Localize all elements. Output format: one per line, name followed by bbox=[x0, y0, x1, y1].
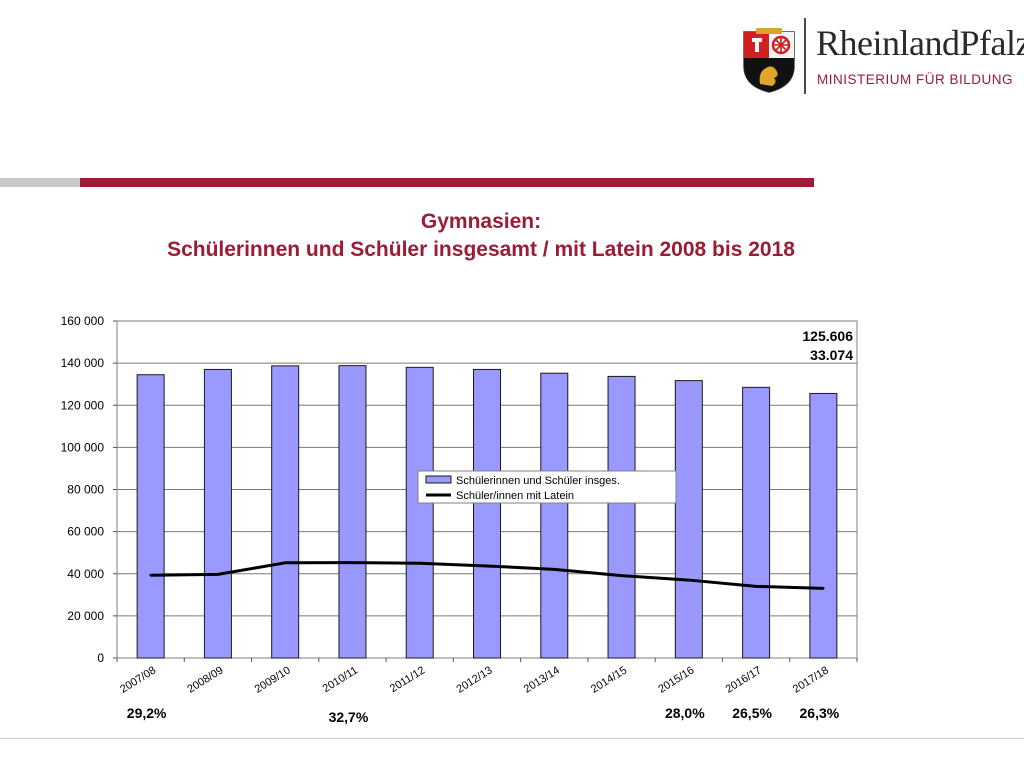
x-tick-label: 2012/13 bbox=[455, 664, 495, 695]
y-tick-label: 160 000 bbox=[61, 314, 105, 328]
bar bbox=[338, 365, 367, 659]
bar bbox=[607, 375, 636, 659]
latin-point bbox=[283, 561, 287, 564]
y-tick-label: 20 000 bbox=[67, 609, 104, 623]
bar bbox=[473, 368, 501, 659]
percent-label: 28,0% bbox=[665, 705, 705, 721]
percent-label: 26,3% bbox=[800, 705, 840, 721]
latin-point bbox=[687, 578, 691, 582]
x-tick-label: 2014/15 bbox=[589, 664, 629, 695]
x-tick-label: 2011/12 bbox=[388, 664, 427, 695]
y-tick-label: 40 000 bbox=[67, 567, 104, 581]
percent-label: 26,5% bbox=[732, 705, 772, 721]
bar bbox=[742, 386, 771, 659]
x-tick-label: 2017/18 bbox=[791, 664, 831, 695]
x-tick-label: 2013/14 bbox=[522, 664, 562, 695]
logo-divider bbox=[804, 18, 806, 94]
latin-point bbox=[418, 562, 421, 565]
bottom-rule bbox=[0, 738, 1024, 739]
latin-point bbox=[216, 573, 220, 576]
title-line-1: Gymnasien: bbox=[420, 210, 542, 233]
ministry-name: MINISTERIUM FÜR BILDUNG bbox=[817, 72, 1014, 87]
bar bbox=[540, 372, 569, 659]
latin-point bbox=[485, 564, 489, 568]
bar bbox=[405, 366, 434, 659]
y-tick-label: 100 000 bbox=[61, 440, 105, 454]
annotation-latin: 33.074 bbox=[810, 347, 853, 363]
brand-name: RheinlandPfalz bbox=[816, 23, 1024, 63]
y-tick-label: 140 000 bbox=[61, 356, 105, 370]
x-tick-label: 2010/11 bbox=[321, 664, 360, 695]
x-tick-label: 2015/16 bbox=[656, 664, 696, 695]
x-tick-label: 2007/08 bbox=[118, 664, 158, 695]
percent-label: 29,2% bbox=[127, 705, 167, 721]
x-tick-label: 2016/17 bbox=[724, 664, 764, 695]
latin-point bbox=[553, 568, 556, 571]
x-tick-label: 2009/10 bbox=[253, 664, 293, 695]
chart: 0 20 000 40 000 60 000 80 000 100 000 120 000 1… bbox=[61, 314, 858, 725]
latin-point bbox=[149, 574, 152, 577]
bar bbox=[674, 380, 703, 659]
y-tick-label: 0 bbox=[97, 651, 104, 665]
bar bbox=[809, 392, 838, 659]
y-tick-label: 80 000 bbox=[67, 483, 104, 497]
legend-label-line: Schüler/innen mit Latein bbox=[456, 490, 574, 502]
annotation-total: 125.606 bbox=[802, 328, 853, 344]
percent-label: 32,7% bbox=[329, 709, 369, 725]
bar bbox=[136, 374, 165, 659]
latin-point bbox=[351, 561, 354, 564]
legend-box bbox=[417, 470, 677, 504]
y-tick-label: 120 000 bbox=[61, 398, 105, 412]
bar bbox=[203, 368, 232, 659]
header-bar-grey bbox=[0, 178, 80, 187]
rlp-logo: RheinlandPfalz MINISTERIUM FÜR BILDUNG bbox=[742, 18, 1024, 98]
coat-of-arms-icon bbox=[743, 28, 795, 93]
title-line-2: Schülerinnen und Schüler insgesamt / mit… bbox=[167, 238, 795, 261]
legend-swatch-bars bbox=[425, 475, 452, 484]
latin-point bbox=[822, 587, 825, 590]
legend-label-bars: Schülerinnen und Schüler insges. bbox=[456, 475, 620, 487]
y-tick-label: 60 000 bbox=[67, 525, 104, 539]
header-bar-red bbox=[80, 178, 814, 187]
latin-point bbox=[754, 585, 758, 588]
bar bbox=[271, 365, 300, 659]
x-tick-label: 2008/09 bbox=[185, 664, 225, 695]
latin-point bbox=[620, 574, 623, 577]
page-title: Gymnasien: Schülerinnen und Schüler insg… bbox=[0, 208, 962, 264]
